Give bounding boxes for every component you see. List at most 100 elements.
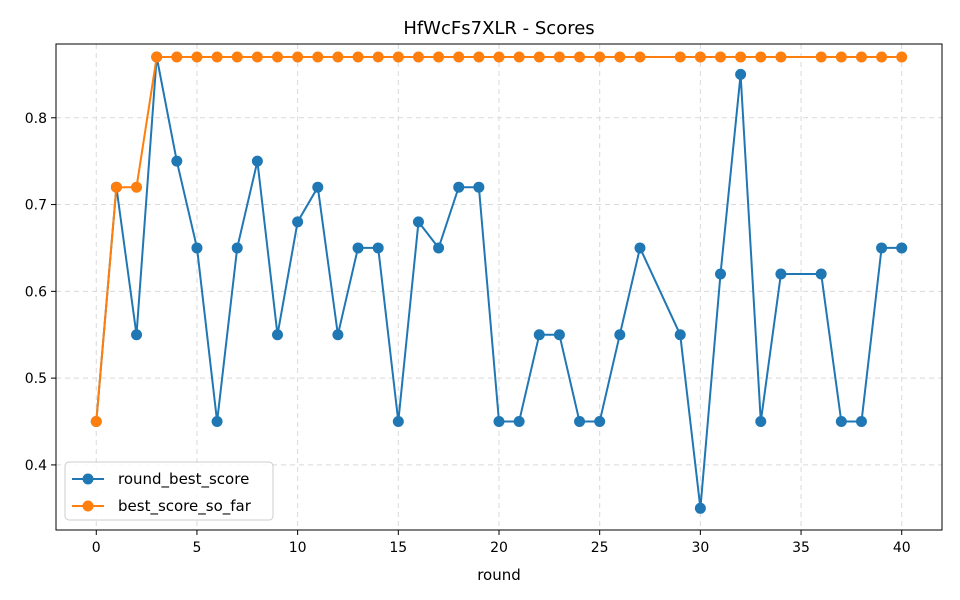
data-point-round_best_score — [453, 181, 465, 193]
data-point-round_best_score — [594, 416, 606, 428]
data-point-best_score_so_far — [755, 51, 767, 63]
data-point-round_best_score — [574, 416, 586, 428]
data-point-best_score_so_far — [171, 51, 183, 63]
series-layer — [90, 51, 908, 514]
data-point-round_best_score — [694, 502, 706, 514]
data-point-round_best_score — [473, 181, 485, 193]
data-point-round_best_score — [835, 416, 847, 428]
data-point-round_best_score — [533, 329, 545, 341]
y-tick-label: 0.5 — [25, 371, 47, 387]
data-point-round_best_score — [433, 242, 445, 254]
x-tick-label: 30 — [691, 540, 709, 556]
data-point-best_score_so_far — [553, 51, 565, 63]
data-point-best_score_so_far — [312, 51, 324, 63]
data-point-best_score_so_far — [775, 51, 787, 63]
grid-lines — [56, 44, 942, 530]
x-tick-label: 0 — [92, 540, 101, 556]
data-point-best_score_so_far — [292, 51, 304, 63]
data-point-round_best_score — [493, 416, 505, 428]
data-point-round_best_score — [211, 416, 223, 428]
x-tick-label: 25 — [591, 540, 609, 556]
data-point-best_score_so_far — [151, 51, 163, 63]
data-point-best_score_so_far — [392, 51, 404, 63]
data-point-best_score_so_far — [272, 51, 283, 63]
data-point-round_best_score — [231, 242, 243, 254]
data-point-round_best_score — [896, 242, 908, 254]
data-point-best_score_so_far — [493, 51, 505, 63]
data-point-round_best_score — [513, 416, 525, 428]
chart-title: HfWcFs7XLR - Scores — [403, 18, 594, 39]
data-point-round_best_score — [131, 329, 143, 341]
data-point-best_score_so_far — [634, 51, 646, 63]
data-point-round_best_score — [251, 155, 263, 167]
data-point-best_score_so_far — [211, 51, 223, 63]
x-tick-label: 20 — [490, 540, 508, 556]
data-point-best_score_so_far — [90, 416, 102, 428]
data-point-best_score_so_far — [412, 51, 424, 63]
x-axis-label: round — [477, 566, 521, 584]
data-point-round_best_score — [614, 329, 626, 341]
data-point-best_score_so_far — [594, 51, 606, 63]
data-point-round_best_score — [876, 242, 888, 254]
data-point-best_score_so_far — [231, 51, 243, 63]
legend: round_best_score best_score_so_far — [64, 461, 274, 521]
x-tick-label: 40 — [893, 540, 911, 556]
y-tick-label: 0.7 — [25, 198, 47, 214]
data-point-round_best_score — [553, 329, 565, 341]
data-point-round_best_score — [272, 329, 283, 341]
data-point-round_best_score — [735, 68, 747, 80]
data-point-round_best_score — [815, 268, 827, 280]
x-tick-label: 10 — [289, 540, 307, 556]
data-point-round_best_score — [292, 216, 304, 228]
data-point-best_score_so_far — [614, 51, 626, 63]
data-point-round_best_score — [634, 242, 646, 254]
data-point-best_score_so_far — [251, 51, 263, 63]
data-point-best_score_so_far — [815, 51, 827, 63]
data-point-best_score_so_far — [574, 51, 586, 63]
axis-ticks: 0 5 10 15 20 25 30 35 40 0.4 0.5 0.6 0.7 0.8 — [25, 111, 911, 556]
data-point-best_score_so_far — [110, 181, 122, 193]
data-point-round_best_score — [332, 329, 344, 341]
data-point-round_best_score — [312, 181, 324, 193]
y-tick-label: 0.8 — [25, 111, 47, 127]
legend-marker-best_score_so_far — [82, 500, 94, 512]
data-point-round_best_score — [412, 216, 424, 228]
legend-label-best_score_so_far: best_score_so_far — [118, 497, 252, 516]
data-point-best_score_so_far — [433, 51, 445, 63]
data-point-best_score_so_far — [735, 51, 747, 63]
data-point-round_best_score — [775, 268, 787, 280]
data-point-best_score_so_far — [131, 181, 143, 193]
data-point-round_best_score — [191, 242, 203, 254]
y-tick-label: 0.6 — [25, 284, 47, 300]
y-tick-label: 0.4 — [25, 458, 47, 474]
data-point-round_best_score — [715, 268, 726, 280]
data-point-round_best_score — [392, 416, 404, 428]
data-point-best_score_so_far — [896, 51, 908, 63]
data-point-best_score_so_far — [473, 51, 485, 63]
data-point-best_score_so_far — [332, 51, 344, 63]
data-point-best_score_so_far — [453, 51, 465, 63]
data-point-round_best_score — [855, 416, 867, 428]
data-point-round_best_score — [755, 416, 767, 428]
data-point-best_score_so_far — [372, 51, 384, 63]
data-point-best_score_so_far — [352, 51, 364, 63]
data-point-round_best_score — [674, 329, 686, 341]
data-point-best_score_so_far — [191, 51, 203, 63]
legend-label-round_best_score: round_best_score — [118, 470, 249, 489]
data-point-round_best_score — [352, 242, 364, 254]
data-point-round_best_score — [372, 242, 384, 254]
x-tick-label: 15 — [389, 540, 407, 556]
x-tick-label: 5 — [192, 540, 201, 556]
data-point-best_score_so_far — [855, 51, 867, 63]
data-point-best_score_so_far — [715, 51, 726, 63]
data-point-best_score_so_far — [674, 51, 686, 63]
x-tick-label: 35 — [792, 540, 810, 556]
legend-box — [64, 461, 274, 521]
data-point-best_score_so_far — [533, 51, 545, 63]
data-point-best_score_so_far — [876, 51, 888, 63]
data-point-best_score_so_far — [694, 51, 706, 63]
legend-marker-round_best_score — [82, 473, 94, 485]
series-best_score_so_far — [90, 51, 908, 428]
data-point-round_best_score — [171, 155, 183, 167]
